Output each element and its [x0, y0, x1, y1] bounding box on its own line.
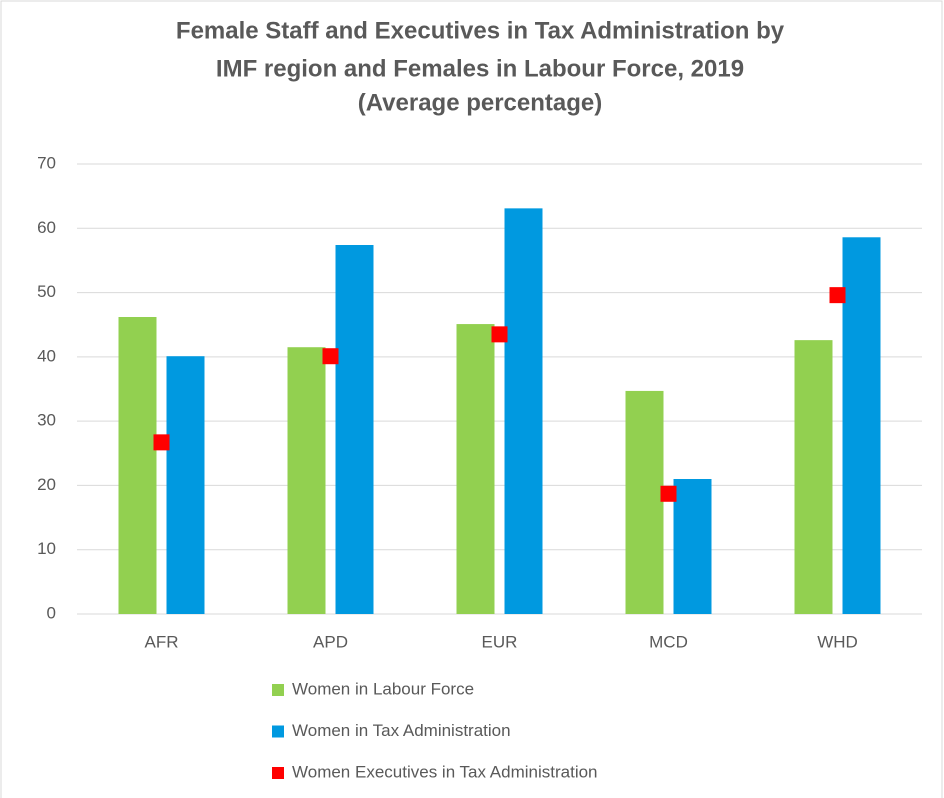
y-tick-label: 0: [47, 603, 56, 622]
x-tick-label: APD: [313, 632, 348, 651]
chart-title: Female Staff and Executives in Tax Admin…: [176, 17, 785, 44]
bar: [456, 324, 495, 614]
marker: [322, 348, 339, 365]
marker: [829, 287, 846, 304]
bar: [673, 479, 712, 614]
legend-swatch: [272, 684, 284, 696]
bar: [504, 208, 543, 614]
y-tick-label: 60: [37, 218, 56, 237]
y-tick-label: 10: [37, 539, 56, 558]
bar: [118, 317, 157, 614]
legend-label: Women in Tax Administration: [292, 721, 511, 740]
bar: [625, 390, 664, 614]
legend-label: Women in Labour Force: [292, 679, 474, 698]
x-tick-label: AFR: [145, 632, 179, 651]
chart-title: IMF region and Females in Labour Force, …: [216, 55, 744, 82]
bar: [287, 347, 326, 614]
marker: [491, 326, 508, 343]
x-tick-label: WHD: [817, 632, 858, 651]
y-tick-label: 50: [37, 282, 56, 301]
legend-swatch: [272, 767, 284, 779]
y-tick-label: 40: [37, 346, 56, 365]
bar: [335, 245, 374, 614]
bar: [842, 237, 881, 615]
chart-title: (Average percentage): [358, 89, 603, 116]
x-tick-label: MCD: [649, 632, 688, 651]
y-tick-label: 20: [37, 475, 56, 494]
bar: [166, 356, 205, 614]
y-tick-label: 30: [37, 411, 56, 430]
x-tick-label: EUR: [482, 632, 518, 651]
legend-label: Women Executives in Tax Administration: [292, 762, 598, 781]
bar: [794, 340, 833, 614]
y-tick-label: 70: [37, 153, 56, 172]
marker: [660, 485, 677, 502]
legend-swatch: [272, 725, 284, 738]
marker: [153, 434, 170, 451]
